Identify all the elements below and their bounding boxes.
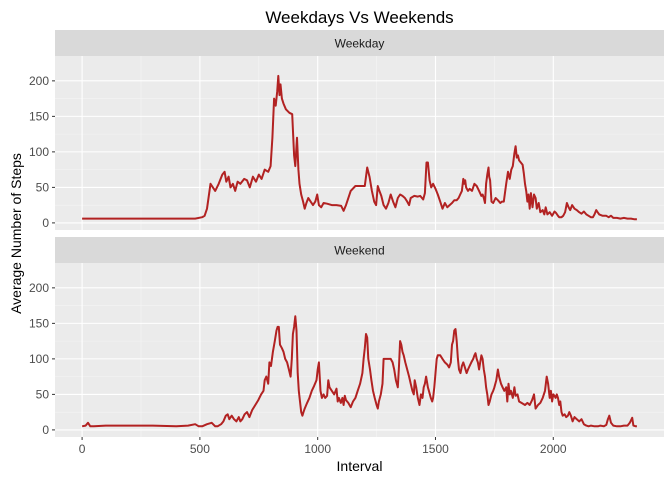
y-tick-label: 0	[42, 216, 49, 230]
y-ticks-weekday: 0 50 100 150 200	[29, 74, 55, 230]
strip-label-weekend: Weekend	[334, 244, 384, 258]
panel-weekend: Weekend 0 50 100 150 200	[29, 237, 664, 437]
y-tick-label: 200	[29, 74, 49, 88]
x-tick-label: 500	[190, 442, 210, 456]
series-line-weekend	[81, 315, 637, 428]
panel-weekday: Weekday 0 50 100 150 200	[29, 30, 664, 230]
y-axis-title: Average Number of Steps	[8, 153, 24, 314]
chart-title: Weekdays Vs Weekends	[265, 8, 453, 27]
y-tick-label: 50	[36, 180, 50, 194]
y-tick-label: 150	[29, 316, 49, 330]
plot-area-weekday	[55, 56, 664, 230]
y-tick-label: 150	[29, 109, 49, 123]
x-tick-label: 2000	[540, 442, 567, 456]
y-tick-label: 50	[36, 387, 50, 401]
x-axis-ticks: 0 500 1000 1500 2000	[79, 437, 567, 456]
strip-weekend	[55, 237, 664, 263]
y-tick-label: 100	[29, 352, 49, 366]
grid-weekend	[55, 263, 664, 437]
x-tick-label: 0	[79, 442, 86, 456]
y-tick-label: 100	[29, 145, 49, 159]
y-ticks-weekend: 0 50 100 150 200	[29, 281, 55, 437]
y-tick-label: 0	[42, 423, 49, 437]
x-tick-label: 1500	[422, 442, 449, 456]
x-tick-label: 1000	[304, 442, 331, 456]
strip-label-weekday: Weekday	[335, 37, 385, 51]
strip-weekday	[55, 30, 664, 56]
y-tick-label: 200	[29, 281, 49, 295]
series-line-weekday	[82, 74, 637, 221]
plot-area-weekend	[55, 263, 664, 437]
x-axis-title: Interval	[337, 458, 383, 474]
